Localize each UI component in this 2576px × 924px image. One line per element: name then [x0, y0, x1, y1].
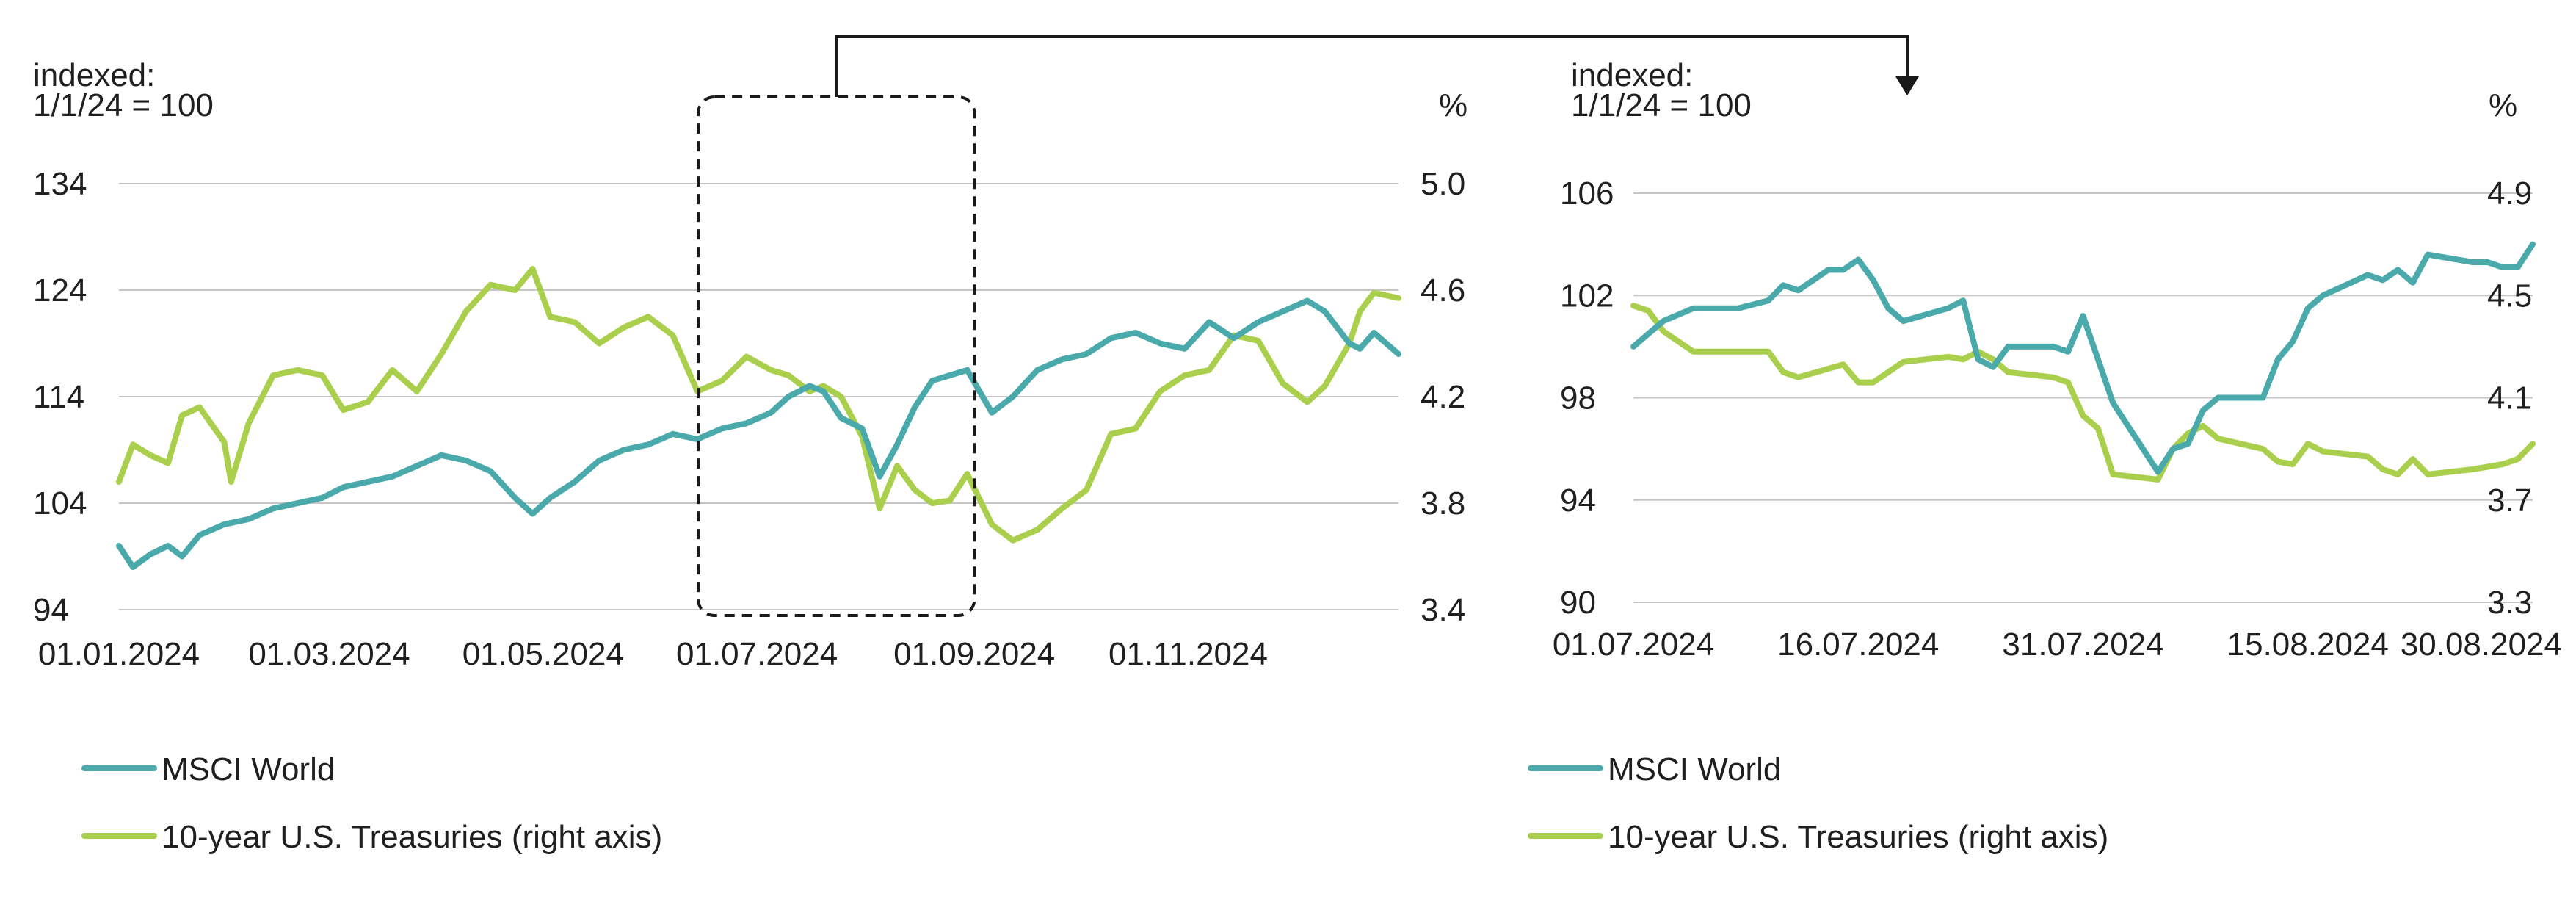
left-axis-label-2: 1/1/24 = 100	[33, 87, 214, 123]
y-right-tick-label: 4.2	[1421, 379, 1465, 415]
y-right-tick-label: 3.4	[1421, 592, 1465, 628]
legend-label: 10-year U.S. Treasuries (right axis)	[1608, 819, 2108, 855]
legend-label: MSCI World	[1608, 751, 1781, 787]
y-right-tick-label: 3.7	[2487, 483, 2532, 519]
right-axis-label: %	[1439, 87, 1467, 123]
highlight-box	[697, 95, 976, 617]
connector-arrowhead	[1895, 76, 1919, 95]
y-left-tick-label: 94	[33, 592, 69, 628]
y-right-tick-label: 3.3	[2487, 585, 2532, 621]
y-left-tick-label: 90	[1560, 585, 1596, 621]
y-left-tick-label: 114	[33, 379, 84, 415]
x-tick-label: 01.07.2024	[676, 636, 838, 672]
y-right-tick-label: 4.9	[2487, 176, 2532, 212]
y-left-tick-label: 98	[1560, 380, 1596, 416]
series-line-us-treasuries	[116, 266, 1401, 544]
y-right-tick-label: 4.1	[2487, 380, 2532, 416]
y-left-tick-label: 124	[33, 272, 87, 308]
x-tick-label: 15.08.2024	[2227, 627, 2389, 663]
left-axis-label: indexed:	[33, 57, 155, 93]
x-tick-label: 01.09.2024	[893, 636, 1055, 672]
y-right-tick-label: 5.0	[1421, 166, 1465, 202]
x-tick-label: 16.07.2024	[1777, 627, 1939, 663]
chart-full-year: indexed:1/1/24 = 100 % 94 104 114 124 134 3.4 3.…	[33, 57, 1467, 855]
legend-label: 10-year U.S. Treasuries (right axis)	[162, 819, 662, 855]
x-tick-label: 01.01.2024	[38, 636, 200, 672]
series-line-us-treasuries	[1630, 303, 2536, 483]
x-tick-label: 31.07.2024	[2002, 627, 2163, 663]
y-right-tick-label: 4.6	[1421, 272, 1465, 308]
y-right-tick-label: 3.8	[1421, 486, 1465, 521]
y-left-tick-label: 102	[1560, 278, 1614, 314]
x-tick-label: 01.05.2024	[462, 636, 624, 672]
chart-zoom-july-august: indexed:1/1/24 = 100 % 90 94 98 102 106 3.3 3.7 4…	[1528, 57, 2562, 855]
y-right-tick-label: 4.5	[2487, 278, 2532, 314]
zoom-connector	[697, 35, 1919, 617]
x-tick-label: 30.08.2024	[2401, 627, 2562, 663]
y-left-tick-label: 94	[1560, 483, 1596, 519]
x-tick-label: 01.07.2024	[1553, 627, 1714, 663]
x-tick-label: 01.11.2024	[1109, 636, 1268, 672]
y-left-tick-label: 104	[33, 486, 87, 521]
connector-line	[835, 35, 1909, 97]
left-axis-label-2: 1/1/24 = 100	[1571, 87, 1752, 123]
y-left-tick-label: 106	[1560, 176, 1614, 212]
left-axis-label: indexed:	[1571, 57, 1693, 93]
y-left-tick-label: 134	[33, 166, 87, 202]
x-tick-label: 01.03.2024	[248, 636, 410, 672]
series-line-msci-world	[1630, 241, 2536, 475]
right-axis-label: %	[2489, 87, 2517, 123]
series-line-msci-world	[116, 297, 1401, 570]
legend-label: MSCI World	[162, 751, 335, 787]
